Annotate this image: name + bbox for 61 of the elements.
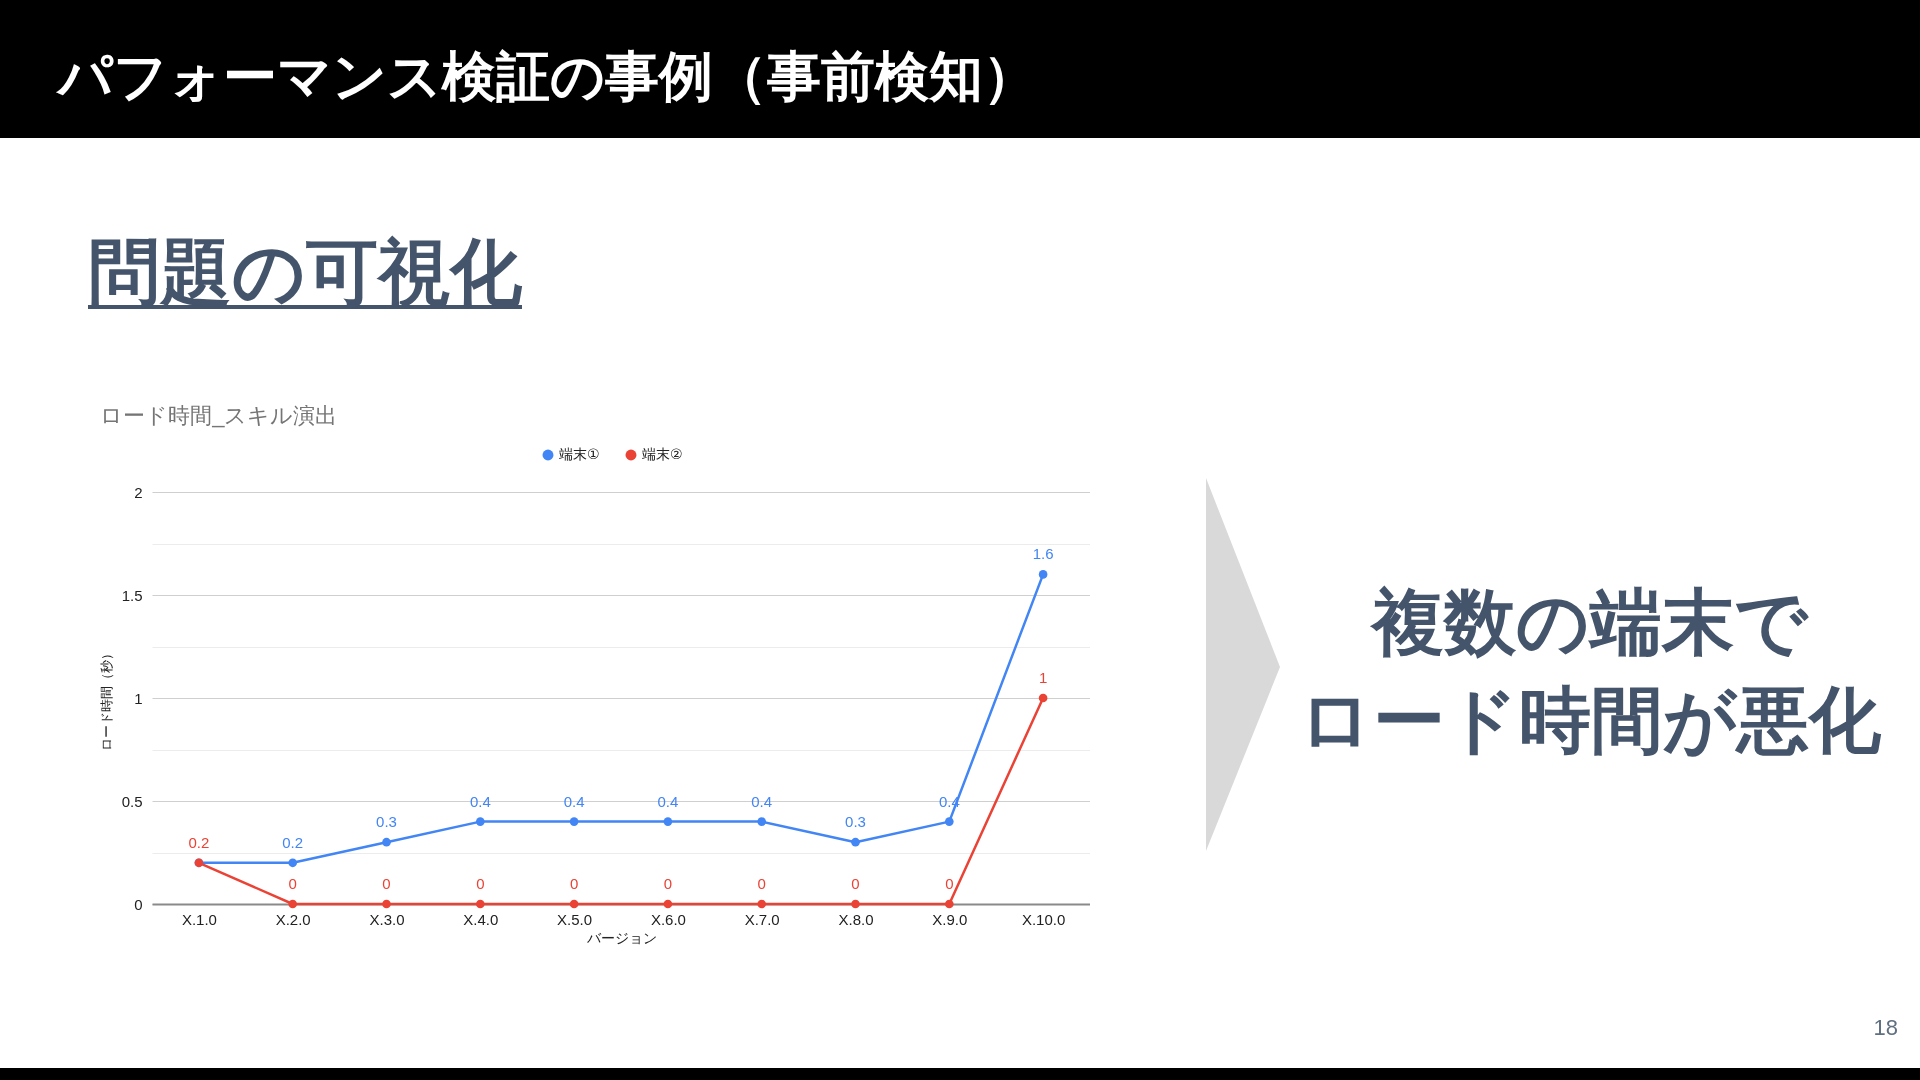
point [851,837,860,847]
data-label: 0.4 [469,792,491,810]
y-tick-label: 0 [134,895,143,913]
x-tick-label: X.7.0 [744,910,780,928]
point [944,817,954,826]
point [1038,570,1048,579]
point [944,899,954,909]
point [569,899,579,909]
y-tick-label: 1 [134,689,143,707]
point [569,817,579,826]
legend-label: 端末② [642,446,683,462]
data-label: 0 [569,875,579,892]
data-label: 1.6 [1032,545,1054,563]
point [757,817,767,826]
point [1038,693,1048,703]
data-label: 0.3 [845,813,866,831]
x-tick-label: X.8.0 [838,910,874,928]
data-label: 0.3 [376,813,397,831]
point [288,858,298,868]
x-tick-label: X.5.0 [557,910,593,928]
point [757,899,767,909]
data-label: 0 [757,875,766,892]
data-label: 0.4 [563,792,585,810]
data-label: 0 [945,875,954,892]
data-label: 1 [1038,669,1048,686]
x-tick-label: X.3.0 [369,910,405,928]
y-tick-label: 2 [134,483,143,501]
text: パフォーマンス検証の事例（事前検知） [58,45,1037,108]
data-label: 0 [382,875,391,892]
y-axis-title: ロード時間（秒） [98,646,114,751]
y-tick-label: 0.5 [121,792,143,810]
x-tick-label: X.4.0 [463,910,499,928]
text: 複数の端末で [1369,582,1810,662]
point [382,837,391,847]
x-tick-label: X.1.0 [181,910,217,928]
data-label: 0 [851,875,860,892]
data-label: 0 [476,875,485,892]
data-label: 0.4 [657,792,679,810]
point [663,899,673,909]
x-tick-label: X.9.0 [932,910,968,928]
text: 問題の可視化 [88,232,522,312]
point [475,899,485,909]
y-tick-label: 1.5 [121,586,143,604]
data-label: 0 [663,875,673,892]
point [663,817,673,826]
data-label: 0.2 [188,833,210,851]
data-label: 0 [288,875,297,892]
point [382,899,391,909]
data-label: 0.4 [751,792,773,810]
x-tick-label: X.2.0 [275,910,311,928]
data-label: 0.2 [282,833,304,851]
x-tick-label: X.6.0 [650,910,686,928]
chart-title: ロード時間_スキル演出 [100,403,338,428]
point [851,899,860,909]
x-axis-title: バージョン [585,929,657,946]
legend-label: 端末① [559,446,600,462]
x-tick-label: X.10.0 [1021,910,1066,928]
text: 18 [1873,1014,1898,1042]
point [288,899,298,909]
point [475,817,485,826]
text: ロード時間が悪化 [1298,680,1882,760]
